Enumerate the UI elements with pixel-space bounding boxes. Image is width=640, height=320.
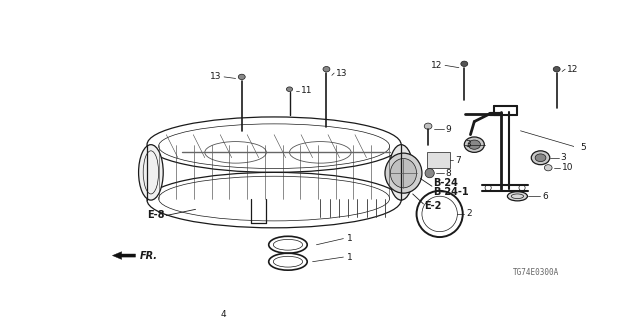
Circle shape: [425, 169, 435, 178]
Ellipse shape: [553, 67, 560, 72]
Text: 12: 12: [431, 61, 442, 70]
Ellipse shape: [531, 151, 550, 165]
Ellipse shape: [535, 154, 546, 162]
Text: 12: 12: [566, 65, 578, 74]
Text: E-8: E-8: [147, 211, 164, 220]
Text: E-2: E-2: [424, 201, 442, 211]
Text: 10: 10: [562, 163, 573, 172]
Text: 5: 5: [580, 143, 586, 152]
Text: 3: 3: [465, 140, 471, 149]
Ellipse shape: [389, 145, 413, 200]
Text: 8: 8: [445, 169, 451, 178]
Ellipse shape: [424, 123, 432, 129]
Text: 7: 7: [455, 156, 461, 164]
Polygon shape: [113, 252, 136, 260]
Text: 2: 2: [467, 210, 472, 219]
Ellipse shape: [385, 153, 422, 193]
FancyBboxPatch shape: [427, 152, 450, 168]
Text: 1: 1: [348, 252, 353, 261]
Ellipse shape: [468, 140, 481, 149]
Text: 1: 1: [348, 234, 353, 243]
Text: TG74E0300A: TG74E0300A: [513, 268, 559, 277]
Text: 6: 6: [542, 192, 548, 201]
Ellipse shape: [323, 67, 330, 72]
Text: FR.: FR.: [140, 251, 158, 260]
Text: 3: 3: [561, 153, 566, 162]
Ellipse shape: [390, 158, 417, 188]
Ellipse shape: [461, 61, 468, 67]
Ellipse shape: [464, 137, 484, 152]
Text: 4: 4: [221, 309, 227, 319]
Ellipse shape: [545, 165, 552, 171]
Text: B-24-1: B-24-1: [433, 188, 468, 197]
Ellipse shape: [508, 192, 527, 201]
Text: 9: 9: [445, 125, 451, 134]
Text: 13: 13: [336, 68, 347, 77]
Ellipse shape: [238, 74, 245, 80]
Ellipse shape: [287, 87, 292, 92]
Text: 13: 13: [210, 72, 221, 81]
Text: 11: 11: [301, 86, 312, 95]
Text: B-24: B-24: [433, 178, 458, 188]
Ellipse shape: [139, 145, 163, 200]
